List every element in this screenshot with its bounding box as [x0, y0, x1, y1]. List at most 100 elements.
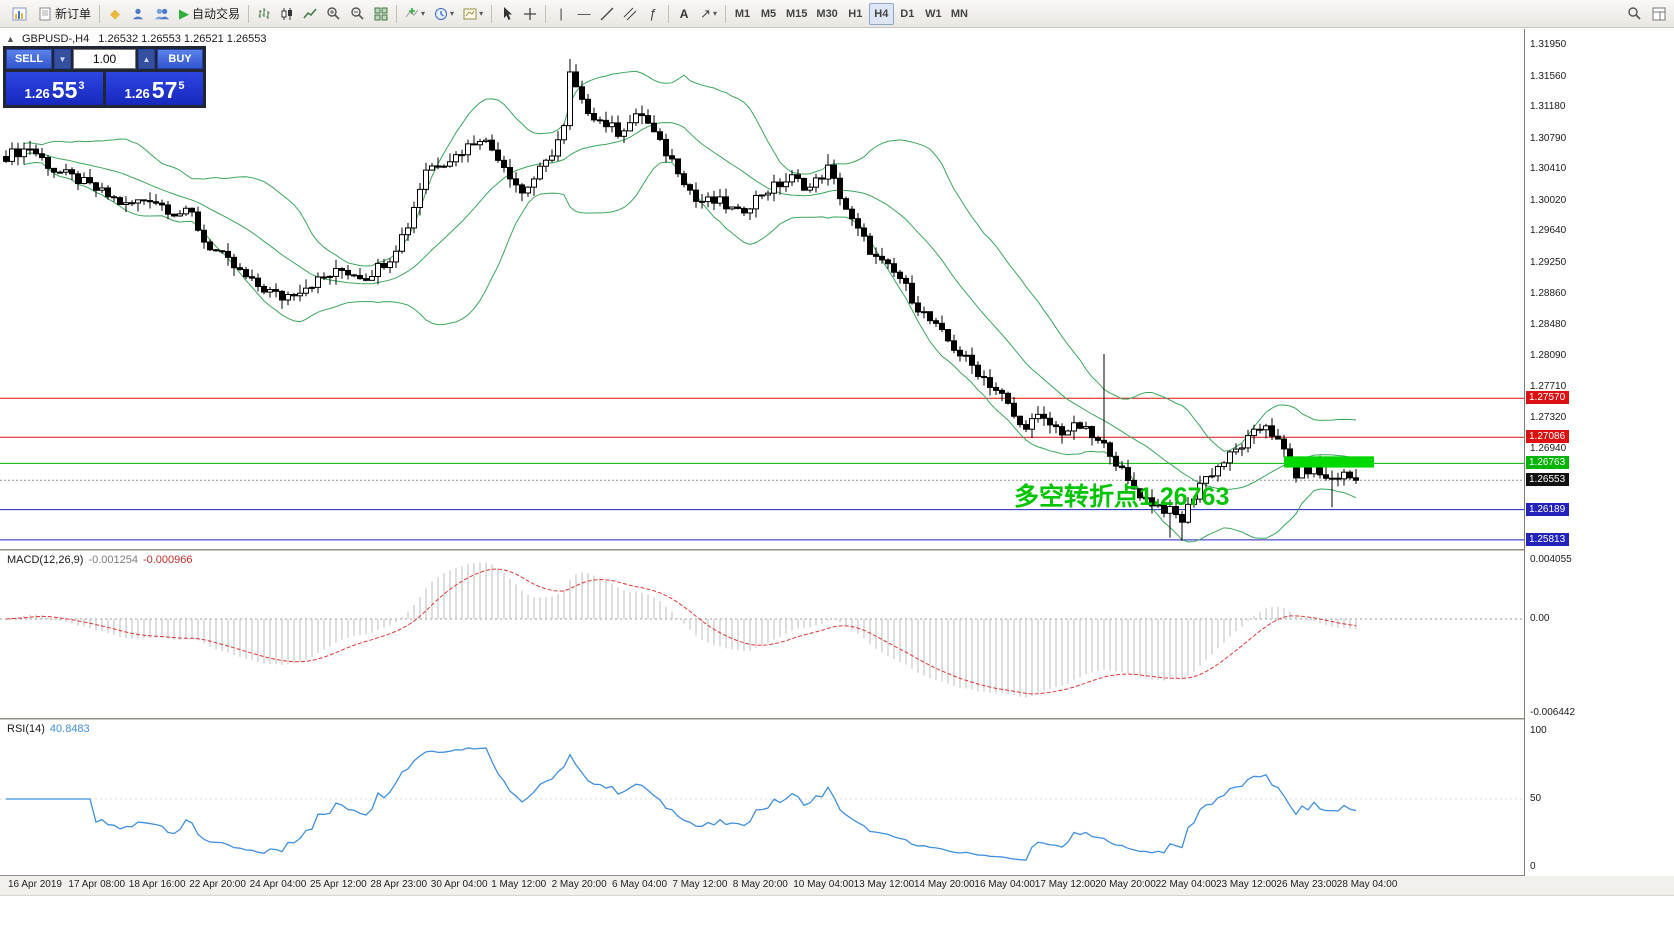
price-level-badge: 1.26553	[1526, 473, 1570, 487]
toolbar-separator	[396, 4, 398, 23]
zoom-in-icon	[327, 7, 340, 20]
toolbar-separator	[491, 4, 493, 23]
panels-button[interactable]	[1648, 3, 1670, 25]
price-axis-label: 1.31950	[1530, 39, 1567, 51]
macd-panel[interactable]	[0, 551, 1524, 718]
profile-button[interactable]	[127, 3, 149, 25]
bar-chart-type-button[interactable]	[253, 3, 275, 25]
toolbar-separator	[725, 4, 726, 23]
one-click-collapse-arrow[interactable]: ▲	[6, 34, 15, 44]
auto-trading-button[interactable]: ▶ 自动交易	[175, 3, 244, 25]
mql-community-button[interactable]: ◆	[104, 3, 126, 25]
macd-axis-label: 0.00	[1530, 613, 1550, 624]
new-order-button[interactable]: 新订单	[35, 3, 95, 25]
timeframe-m15-button[interactable]: M15	[782, 3, 811, 25]
channel-icon	[623, 7, 637, 20]
price-scale[interactable]: 1.31950 1.31560 1.31180 1.30790 1.30410 1.300…	[1524, 29, 1674, 895]
volume-input[interactable]	[73, 49, 136, 69]
sell-button[interactable]: SELL	[6, 49, 52, 69]
people-icon	[155, 8, 170, 19]
sell-price-box[interactable]: 1.26 55 3	[6, 72, 103, 105]
timeframe-mn-button[interactable]: MN	[947, 3, 972, 25]
timeframe-m1-button[interactable]: M1	[730, 3, 755, 25]
vertical-line-tool-button[interactable]: |	[550, 3, 572, 25]
buy-price-box[interactable]: 1.26 57 5	[106, 72, 203, 105]
price-axis-label: 1.30790	[1530, 132, 1567, 144]
price-level-badge: 1.25813	[1526, 532, 1570, 546]
fibonacci-tool-button[interactable]: ƒ	[642, 3, 664, 25]
one-click-trading-panel: SELL ▼ ▲ BUY 1.26 55 3 1.26 57 5	[3, 46, 206, 108]
indicators-button[interactable]: ▾	[401, 3, 429, 25]
toolbar-right-group	[1623, 3, 1670, 25]
panel-splitter[interactable]	[0, 718, 1674, 720]
timeframe-h1-button[interactable]: H1	[843, 3, 868, 25]
crosshair-tool-button[interactable]	[519, 3, 541, 25]
candlestick-icon	[281, 7, 293, 20]
time-axis-label: 26 May 23:00	[1276, 879, 1337, 890]
time-axis-label: 30 Apr 04:00	[430, 879, 488, 890]
zoom-in-button[interactable]	[322, 3, 345, 25]
cursor-icon	[504, 7, 513, 20]
play-icon: ▶	[179, 6, 190, 21]
toolbar-separator	[99, 4, 101, 23]
panel-splitter[interactable]	[0, 549, 1674, 551]
timeframe-h4-button[interactable]: H4	[868, 2, 894, 25]
vertical-line-icon: |	[559, 6, 563, 21]
search-button[interactable]	[1623, 3, 1646, 25]
timeframe-group: M1 M5 M15 M30 H1 H4 D1 W1 MN	[730, 2, 972, 25]
arrows-tool-button[interactable]: ↗ ▾	[696, 3, 721, 25]
time-axis-label: 16 May 04:00	[974, 879, 1035, 890]
search-icon	[1628, 7, 1641, 20]
rsi-axis-label: 100	[1530, 725, 1547, 736]
text-tool-button[interactable]: A	[673, 3, 695, 25]
rsi-panel[interactable]	[0, 720, 1524, 875]
time-axis-label: 1 May 12:00	[491, 879, 547, 890]
timeframe-d1-button[interactable]: D1	[895, 3, 920, 25]
channel-tool-button[interactable]	[619, 3, 641, 25]
time-axis-label: 20 May 20:00	[1095, 879, 1156, 890]
horizontal-line-tool-button[interactable]: —	[573, 3, 595, 25]
rsi-value: 40.8483	[49, 723, 90, 735]
time-axis-label: 6 May 04:00	[612, 879, 668, 890]
turning-point-annotation: 多空转折点1.26763	[1014, 483, 1230, 511]
time-axis-label: 7 May 12:00	[672, 879, 728, 890]
price-axis-label: 1.30020	[1530, 194, 1567, 206]
zoom-out-button[interactable]	[346, 3, 369, 25]
ohlc-values: 1.26532 1.26553 1.26521 1.26553	[98, 33, 267, 45]
cursor-tool-button[interactable]	[496, 3, 518, 25]
toolbar: 新订单 ◆ ▶ 自动交易	[0, 0, 1674, 28]
arrow-object-icon: ↗	[700, 6, 711, 21]
rsi-name: RSI(14)	[7, 723, 45, 735]
candlestick-chart-type-button[interactable]	[276, 3, 298, 25]
sell-price-main: 55	[51, 77, 78, 103]
new-order-label: 新订单	[55, 7, 92, 21]
trendline-tool-button[interactable]	[596, 3, 618, 25]
buy-button[interactable]: BUY	[157, 49, 203, 69]
timeframe-w1-button[interactable]: W1	[921, 3, 946, 25]
clock-icon	[435, 7, 448, 20]
volume-down-button[interactable]: ▼	[54, 49, 71, 69]
rsi-axis-label: 50	[1530, 793, 1542, 804]
time-axis-label: 2 May 20:00	[551, 879, 607, 890]
volume-up-button[interactable]: ▲	[138, 49, 155, 69]
community-button[interactable]	[150, 3, 174, 25]
panel-splitter[interactable]	[0, 875, 1674, 876]
toolbar-separator	[248, 4, 250, 23]
macd-indicator-label: MACD(12,26,9) -0.001254 -0.000966	[7, 554, 193, 566]
time-axis-label: 17 Apr 08:00	[68, 879, 126, 890]
price-axis-label: 1.29250	[1530, 256, 1567, 268]
symbol-timeframe-label: GBPUSD-,H4	[21, 33, 90, 45]
dropdown-arrow-icon: ▾	[450, 9, 455, 18]
price-chart[interactable]	[0, 30, 1524, 549]
tile-windows-button[interactable]	[370, 3, 392, 25]
sell-price-sup: 3	[78, 80, 85, 92]
templates-button[interactable]: ▾	[459, 3, 487, 25]
time-axis[interactable]: 16 Apr 2019 17 Apr 08:00 18 Apr 16:00 22 Ap…	[0, 876, 1674, 896]
periods-button[interactable]: ▾	[430, 3, 458, 25]
line-chart-type-button[interactable]	[299, 3, 321, 25]
timeframe-m5-button[interactable]: M5	[756, 3, 781, 25]
time-axis-label: 17 May 12:00	[1034, 879, 1096, 890]
trendline-icon	[600, 7, 614, 20]
timeframe-m30-button[interactable]: M30	[812, 3, 841, 25]
zoom-out-icon	[351, 7, 364, 20]
